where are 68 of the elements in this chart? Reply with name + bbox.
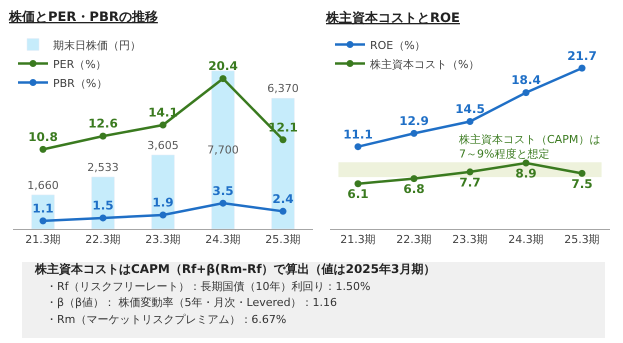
x-tick-label: 24.3期 [205, 233, 241, 246]
x-tick-label: 23.3期 [145, 233, 181, 246]
chart-title: 株価とPER・PBRの推移 [8, 10, 158, 25]
data-label: 18.4 [511, 73, 541, 88]
data-label: 10.8 [28, 130, 58, 144]
chart-title: 株主資本コストとROE [325, 10, 460, 26]
point [100, 132, 106, 140]
x-tick-label: 25.3期 [265, 233, 301, 246]
data-label: 12.6 [88, 116, 118, 131]
data-label: 21.7 [567, 48, 597, 63]
legend-label: PBR（%） [53, 76, 108, 90]
point [40, 146, 46, 153]
data-label: 1.9 [152, 196, 174, 210]
bar [91, 176, 115, 229]
data-label: 3.5 [212, 184, 234, 198]
data-label: 3,605 [147, 138, 179, 152]
text: ・Rm（マーケットリスクプレミアム）：6.67% [46, 313, 286, 326]
data-label: 1,660 [27, 178, 59, 192]
data-label: 6.1 [347, 187, 369, 202]
data-label: 1.1 [32, 202, 54, 216]
x-tick-label: 25.3期 [564, 233, 600, 246]
point [280, 136, 286, 144]
point [466, 118, 474, 126]
data-label: 2,533 [87, 160, 119, 174]
point [466, 168, 474, 176]
point [578, 170, 586, 177]
data-label: 1.5 [92, 198, 114, 213]
point [100, 214, 106, 222]
point [354, 143, 362, 150]
text: ・Rf（リスクフリーレート）：長期国債（10年）利回り：1.50% [46, 280, 370, 293]
text: ・β（β値）： 株価変動率（5年・月次・Levered）：1.16 [46, 296, 338, 309]
point [40, 217, 46, 224]
legend-label: 期末日株価（円） [53, 38, 141, 52]
data-label: 7.7 [459, 175, 481, 190]
point [220, 75, 226, 82]
data-label: 20.4 [208, 59, 238, 74]
x-tick-label: 21.3期 [25, 233, 61, 246]
legend-label: ROE（%） [370, 38, 426, 52]
data-label: 7.5 [571, 176, 593, 191]
point [354, 180, 362, 188]
data-label: 12.9 [399, 114, 429, 128]
bar [151, 154, 175, 229]
data-label: 14.5 [455, 102, 485, 116]
point [160, 211, 166, 218]
x-tick-label: 22.3期 [85, 233, 121, 246]
point [160, 122, 166, 129]
data-label: 8.9 [515, 166, 537, 180]
data-label: 6,370 [267, 82, 299, 96]
point [220, 200, 226, 207]
band-label: 株主資本コスト（CAPM）は 7～9%程度と想定 [458, 133, 600, 160]
data-label: 11.1 [343, 127, 373, 142]
bar [271, 98, 295, 229]
point [522, 89, 530, 96]
point [522, 160, 530, 167]
data-label: 7,700 [207, 143, 239, 156]
data-label: 6.8 [403, 182, 425, 196]
legend-label: PER（%） [53, 58, 107, 71]
x-tick-label: 22.3期 [396, 233, 432, 246]
x-tick-label: 21.3期 [340, 233, 376, 246]
data-label: 2.4 [272, 192, 294, 206]
text: 株主資本コストはCAPM（Rf+β(Rm-Rf）で算出（値は2025年3月期） [34, 262, 436, 276]
point [280, 208, 286, 215]
point [578, 64, 586, 72]
legend-label: 株主資本コスト（%） [369, 58, 480, 71]
x-tick-label: 23.3期 [452, 233, 488, 246]
point [410, 130, 418, 137]
point [410, 175, 418, 182]
x-tick-label: 24.3期 [508, 233, 544, 246]
